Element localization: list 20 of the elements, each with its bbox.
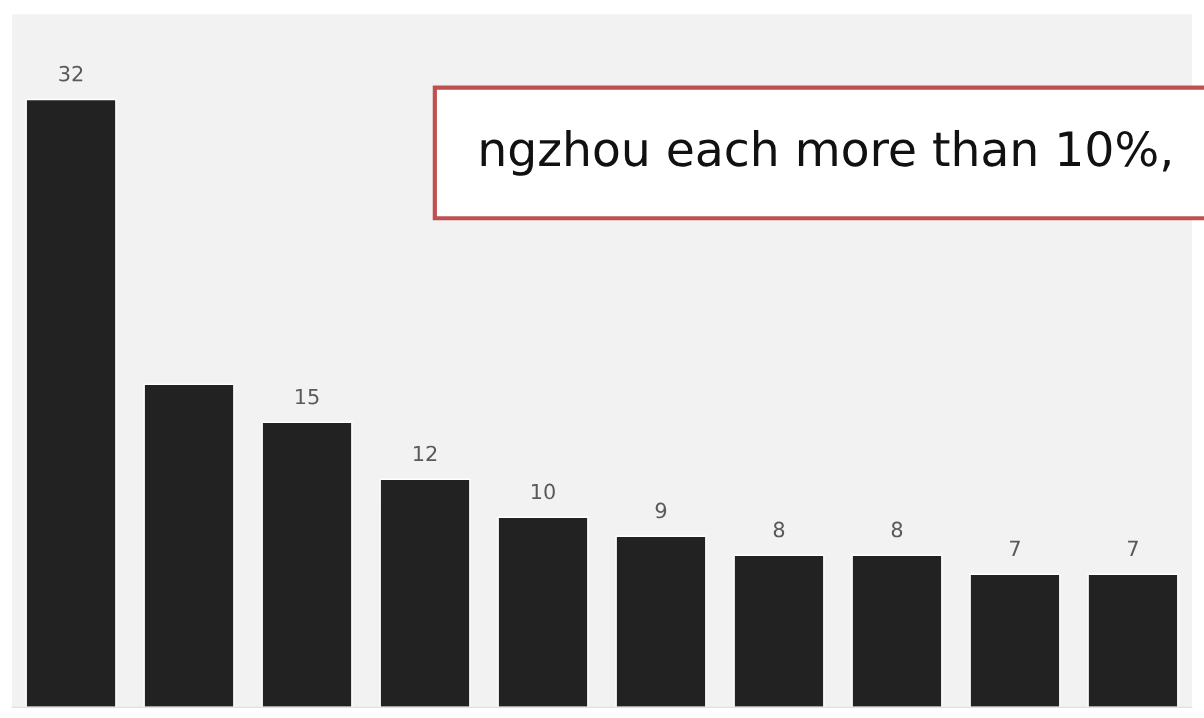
bar [379,478,471,708]
bar [261,421,353,708]
data-label: 9 [655,502,667,519]
bar [851,554,943,708]
bar [969,573,1061,708]
bar [25,98,117,708]
bar [497,516,589,708]
data-label: 10 [532,483,555,500]
data-label: 15 [296,388,319,405]
bar [143,383,235,708]
data-label: 8 [891,521,903,538]
bar [1087,573,1179,708]
data-label: 7 [1010,540,1020,557]
data-label: 8 [773,521,785,538]
data-label: 32 [59,65,83,82]
annotation: ngzhou each more than 10%, [481,130,1170,176]
data-label: 7 [1128,540,1138,557]
data-label: 12 [414,445,437,462]
bar [733,554,825,708]
bar [615,535,707,708]
